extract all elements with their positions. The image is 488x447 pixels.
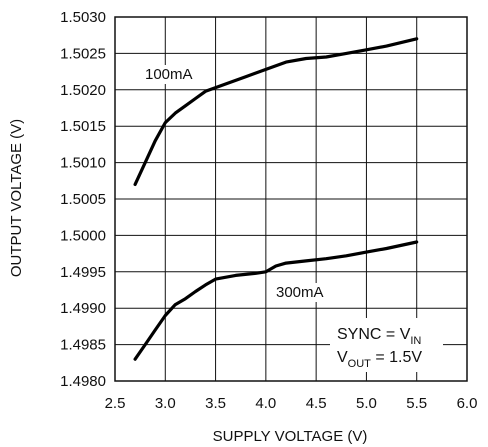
series-label-background — [274, 283, 326, 302]
x-tick-label: 4.0 — [255, 395, 276, 412]
series-label-100ma: 100mA — [145, 66, 193, 83]
x-tick-label: 3.0 — [155, 395, 176, 412]
grid — [115, 17, 467, 381]
x-tick-label: 5.5 — [406, 395, 427, 412]
y-tick-label: 1.5005 — [60, 191, 106, 208]
y-tick-label: 1.4990 — [60, 300, 106, 317]
series-label-300ma: 300mA — [276, 284, 324, 301]
y-tick-label: 1.5020 — [60, 82, 106, 99]
x-tick-label: 3.5 — [205, 395, 226, 412]
x-tick-labels: 2.5 3.0 3.5 4.0 4.5 5.0 5.5 6.0 — [105, 395, 478, 412]
y-tick-label: 1.5010 — [60, 155, 106, 172]
x-tick-label: 5.0 — [356, 395, 377, 412]
x-axis-title: SUPPLY VOLTAGE (V) — [213, 428, 368, 445]
annotation-background — [330, 318, 443, 372]
series-line-100ma — [133, 37, 419, 186]
y-axis-title: OUTPUT VOLTAGE (V) — [8, 119, 25, 277]
annotation-sync-line: SYNC = VIN — [337, 326, 421, 347]
series-lines — [133, 37, 419, 361]
x-tick-label: 6.0 — [457, 395, 478, 412]
series-label-background — [143, 65, 195, 84]
y-tick-label: 1.5030 — [60, 9, 106, 26]
annotation-box: SYNC = VIN VOUT = 1.5V — [330, 318, 443, 372]
x-tick-label: 2.5 — [105, 395, 126, 412]
y-tick-label: 1.5025 — [60, 45, 106, 62]
annotation-vout-line: VOUT = 1.5V — [337, 349, 422, 370]
y-tick-label: 1.5000 — [60, 227, 106, 244]
y-tick-label: 1.4995 — [60, 264, 106, 281]
y-tick-label: 1.4980 — [60, 373, 106, 390]
plot-frame — [114, 16, 468, 382]
series-line-300ma — [133, 240, 419, 361]
y-tick-labels: 1.4980 1.4985 1.4990 1.4995 1.5000 1.5005 1.50… — [60, 9, 106, 390]
y-tick-label: 1.5015 — [60, 118, 106, 135]
y-tick-label: 1.4985 — [60, 337, 106, 354]
x-tick-label: 4.5 — [306, 395, 327, 412]
